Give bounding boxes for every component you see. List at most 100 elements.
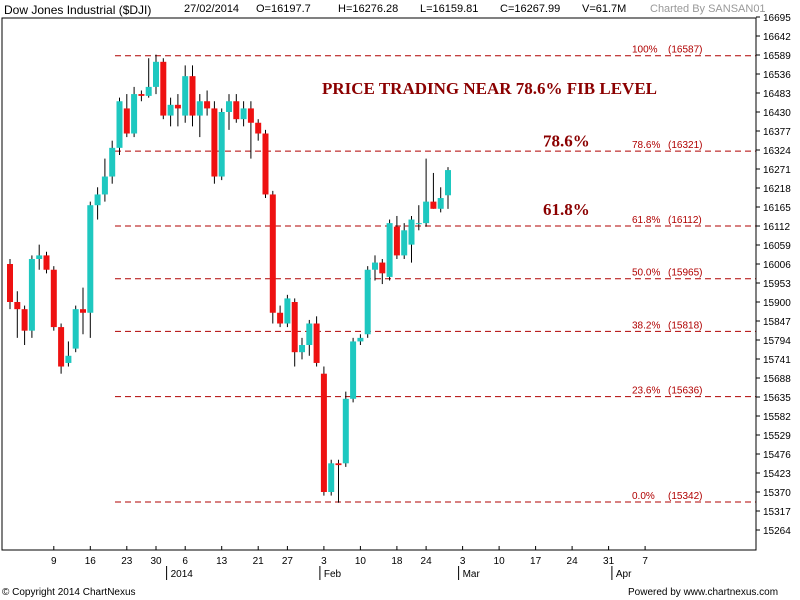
candle-body <box>379 262 386 274</box>
fib-value-label: (15342) <box>668 491 702 502</box>
candle <box>153 54 159 95</box>
candle <box>28 255 35 338</box>
candle-body <box>167 104 174 116</box>
candle <box>262 129 269 199</box>
candle <box>299 337 305 360</box>
candle <box>437 187 444 213</box>
candle-body <box>218 112 225 177</box>
candle-body <box>80 309 86 313</box>
candle <box>65 341 72 367</box>
candle <box>233 94 240 123</box>
fib-percent-label: 38.2% <box>632 320 660 331</box>
x-period-label: Apr <box>616 569 632 580</box>
y-tick-label: 15635 <box>763 393 791 404</box>
candle-body <box>65 355 72 363</box>
candle-body <box>189 76 196 116</box>
candle-body <box>437 198 444 209</box>
candle <box>21 305 28 346</box>
candle-body <box>342 398 349 464</box>
annotation-label: 61.8% <box>543 200 590 219</box>
candle-body <box>94 194 101 206</box>
candle-body <box>262 133 269 195</box>
candle <box>7 258 13 310</box>
chart-footer: © Copyright 2014 ChartNexus Powered by w… <box>0 585 800 600</box>
candle <box>138 90 145 102</box>
x-tick-label: 27 <box>282 556 294 567</box>
y-tick-label: 15900 <box>763 298 791 309</box>
candle <box>445 167 451 209</box>
y-tick-label: 15794 <box>763 336 791 347</box>
candle-body <box>408 219 415 245</box>
x-tick-label: 10 <box>494 556 506 567</box>
candle <box>320 366 327 496</box>
candle-body <box>320 373 327 492</box>
x-tick-label: 24 <box>421 556 433 567</box>
x-tick-label: 13 <box>216 556 228 567</box>
candle-body <box>109 147 116 177</box>
candle-body <box>204 101 211 109</box>
candle <box>423 158 430 227</box>
candle-body <box>423 201 430 224</box>
candle-body <box>372 262 378 270</box>
x-tick-label: 23 <box>121 556 133 567</box>
date-label: 27/02/2014 <box>184 3 240 15</box>
candle-body <box>247 108 254 123</box>
candle <box>240 101 247 127</box>
powered-by-link[interactable]: Powered by www.chartnexus.com <box>628 587 779 598</box>
candle-body <box>7 264 13 302</box>
annotations: 78.6% 61.8% <box>543 132 590 219</box>
y-tick-label: 16112 <box>763 222 791 233</box>
candle <box>372 255 378 281</box>
candle-body <box>415 223 422 225</box>
candle-body <box>145 86 152 96</box>
candle-body <box>430 201 437 209</box>
candle <box>36 244 43 270</box>
candle-body <box>313 323 320 363</box>
y-tick-label: 15317 <box>763 507 791 518</box>
candle <box>72 305 79 353</box>
candle <box>189 65 196 127</box>
candle <box>247 101 254 159</box>
candle <box>357 334 364 346</box>
charted-by-label: Charted By SANSAN01 <box>650 3 766 15</box>
candle <box>364 266 371 338</box>
y-tick-label: 15582 <box>763 412 791 423</box>
y-tick-label: 16589 <box>763 51 791 62</box>
candle <box>116 97 123 156</box>
y-tick-label: 16271 <box>763 165 791 176</box>
candle <box>401 223 408 259</box>
candle-body <box>14 302 21 310</box>
y-tick-label: 16377 <box>763 127 791 138</box>
candle <box>291 298 298 367</box>
y-tick-label: 15370 <box>763 488 791 499</box>
fib-value-label: (15818) <box>668 320 702 331</box>
fibonacci-levels: 100% (16587) 78.6% (16321) 61.8% (16112) 50.0%… <box>115 45 756 503</box>
x-tick-label: 17 <box>530 556 542 567</box>
candle-body <box>386 223 393 277</box>
candle <box>342 391 349 467</box>
candle-body <box>306 323 313 346</box>
candle-body <box>335 463 342 466</box>
candle-body <box>72 309 79 349</box>
candle-body <box>50 269 57 328</box>
candle-body <box>240 108 247 120</box>
x-tick-label: 10 <box>355 556 367 567</box>
y-tick-label: 15688 <box>763 374 791 385</box>
fib-value-label: (15965) <box>668 268 702 279</box>
candle <box>269 190 276 324</box>
x-period-label: Mar <box>463 569 481 580</box>
candle <box>328 459 335 496</box>
candle-body <box>299 345 305 353</box>
candle <box>211 101 218 184</box>
y-tick-label: 15264 <box>763 526 791 537</box>
candle-body <box>182 76 189 116</box>
candle <box>174 94 181 127</box>
y-tick-label: 15529 <box>763 431 791 442</box>
candle <box>350 337 357 403</box>
fib-percent-label: 100% <box>632 45 658 56</box>
y-tick-label: 16642 <box>763 32 791 43</box>
candle <box>379 258 386 285</box>
y-tick-label: 16006 <box>763 260 791 271</box>
candle-body <box>138 94 145 96</box>
